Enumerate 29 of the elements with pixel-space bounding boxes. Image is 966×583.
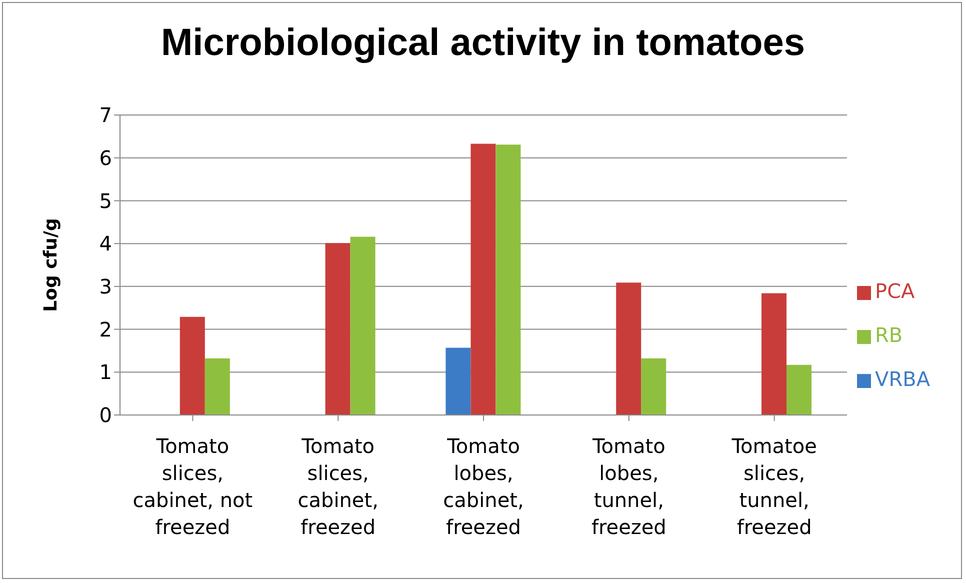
bar: [325, 243, 350, 415]
legend-label: PCA: [875, 279, 915, 303]
x-tick-label: Tomato lobes, tunnel, freezed: [591, 434, 666, 539]
y-tick-label: 2: [99, 317, 112, 342]
bar: [496, 144, 521, 415]
y-tick-label: 4: [99, 232, 112, 256]
y-tick-label: 0: [99, 403, 112, 428]
bar: [762, 293, 787, 415]
y-tick-label: 7: [99, 103, 112, 128]
x-tick-label: Tomato lobes, cabinet, freezed: [443, 434, 524, 539]
legend-label: VRBA: [875, 367, 930, 391]
bar: [350, 236, 376, 415]
bar: [470, 144, 496, 415]
y-axis-title: Log cfu/g: [40, 218, 62, 312]
bar: [641, 358, 666, 415]
y-tick-label: 6: [99, 146, 112, 170]
legend-label: RB: [875, 323, 903, 347]
y-tick-label: 1: [99, 360, 112, 384]
x-tick-label: Tomato slices, cabinet, not freezed: [132, 434, 253, 539]
chart-title: Microbiological activity in tomatoes: [160, 22, 806, 65]
bar: [616, 282, 642, 415]
x-tick-label: Tomatoe slices, tunnel, freezed: [730, 434, 817, 539]
x-tick-label: Tomato slices, cabinet, freezed: [298, 434, 378, 539]
bar: [204, 358, 230, 415]
y-tick-label: 5: [99, 188, 112, 213]
bar: [446, 348, 471, 415]
bar: [180, 316, 205, 415]
y-tick-label: 3: [99, 274, 112, 299]
bar: [786, 364, 812, 415]
